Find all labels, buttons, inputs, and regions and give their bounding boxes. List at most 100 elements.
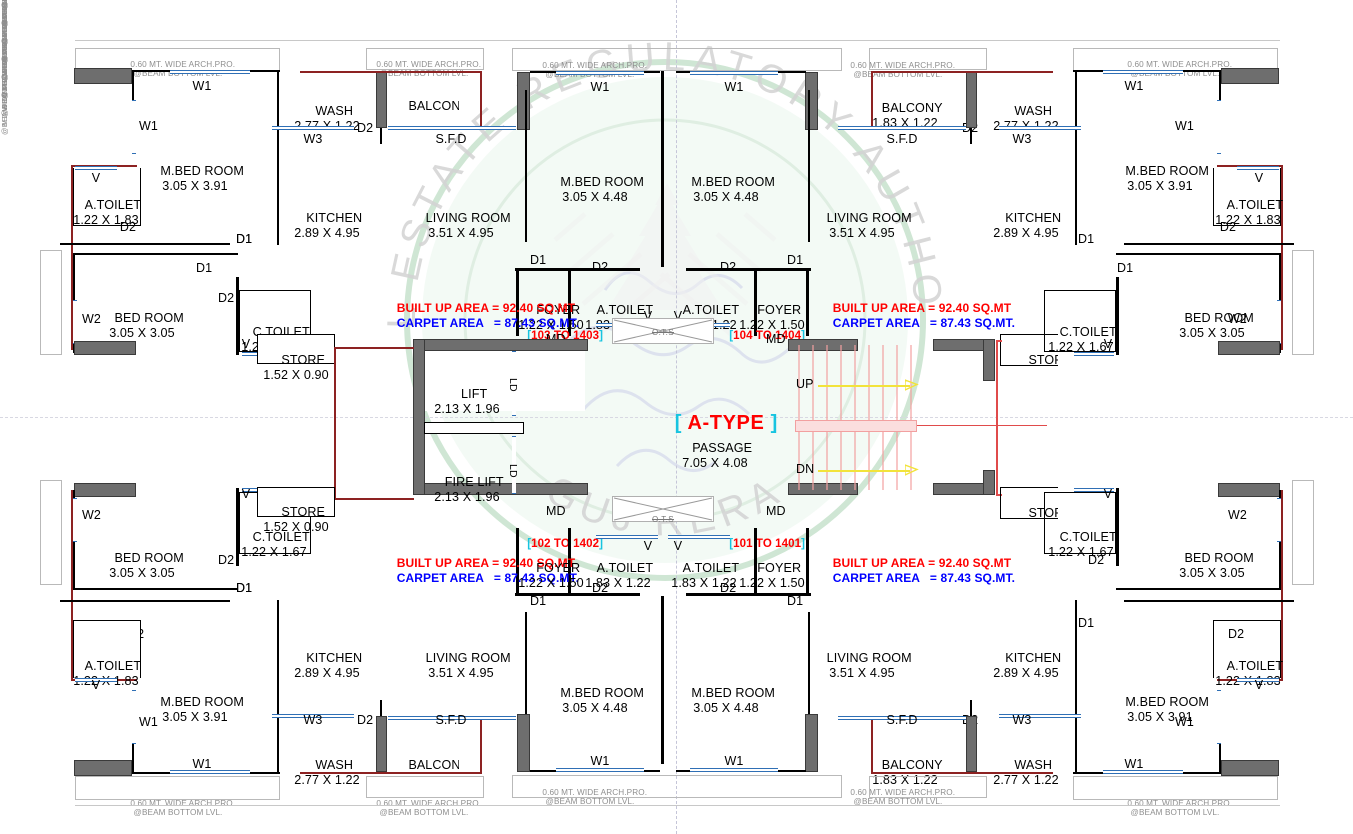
wall-foyer-tc-left-v (516, 268, 519, 336)
vent-tl (75, 166, 117, 170)
window-w1-bc-left (556, 768, 644, 772)
arch-note-bl: 0.60 MT. WIDE ARCH.PRO. @BEAM BOTTOM LVL. (130, 798, 236, 818)
column-tc-left (517, 72, 530, 130)
column-bl-1 (74, 760, 132, 776)
column-br-1 (1221, 760, 1279, 776)
label-w1-bl-bottom: W1 (192, 757, 212, 771)
room-c-toilet-tr: C.TOILET 1.22 X 1.67 (1048, 325, 1117, 354)
wall-bl-mbed-top (60, 600, 230, 602)
label-d2-wash-bl: D2 (357, 713, 374, 727)
room-living-br: LIVING ROOM 3.51 X 4.95 (826, 651, 912, 680)
room-m-bed-bc-left: M.BED ROOM 3.05 X 4.48 (560, 686, 644, 715)
room-m-bed-tc-left: M.BED ROOM 3.05 X 4.48 (560, 175, 644, 204)
column-tr-1 (1221, 68, 1279, 84)
wall-foyer-bc-right-v (806, 528, 809, 596)
lift-shaft (425, 351, 585, 411)
carpet-area-bl: CARPET AREA = 87.43 SQ.MT. (396, 570, 580, 585)
room-m-bed-bl: M.BED ROOM 3.05 X 3.91 (160, 695, 244, 724)
redline-store-tr-link (996, 340, 1002, 342)
room-kitchen-bl: KITCHEN 2.89 X 4.95 (294, 651, 363, 680)
label-stair-dn: DN (796, 462, 815, 476)
room-foyer-bc-left: FOYER 1.22 X 1.50 (518, 561, 584, 590)
column-balcony-bl (376, 716, 387, 772)
room-m-bed-tc-right: M.BED ROOM 3.05 X 4.48 (691, 175, 775, 204)
label-d2-ctoilet-tl: D2 (218, 291, 235, 305)
stair-dn-arrow-head (905, 464, 919, 476)
arch-projection-bal-bl (366, 776, 484, 798)
arch-note-tl: 0.60 MT. WIDE ARCH.PRO.@BEAM BOTTOM LVL. (130, 59, 236, 79)
label-w2-bl: W2 (82, 508, 101, 522)
label-d2-ctoilet-br: D2 (1088, 553, 1105, 567)
wall-balcony-tl-stub (380, 128, 382, 144)
arch-projection-tc (512, 48, 842, 71)
window-w2-bl (73, 498, 77, 542)
arch-projection-left-lower (40, 480, 62, 585)
core-wall-left (413, 339, 425, 495)
c-toilet-br (1044, 492, 1116, 554)
wall-atoilet-tc-left-v (568, 268, 571, 336)
label-vent-bc-left: V (643, 539, 653, 553)
arch-note-bc: 0.60 MT. WIDE ARCH.PRO. @BEAM BOTTOM LVL. (542, 787, 648, 807)
label-vent-tr: V (1254, 171, 1264, 185)
stair-wall-right-2 (983, 470, 995, 495)
window-w2-tr (1277, 300, 1281, 344)
arch-note-vert-br2: @BEAM BOTTOM LVL. (0, 52, 9, 135)
wall-foyer-tc-right-v (806, 268, 809, 336)
arch-note-br: 0.60 MT. WIDE ARCH.PRO. @BEAM BOTTOM LVL. (1127, 798, 1233, 818)
arch-projection-bal-tl (366, 48, 484, 70)
redoutline-balcony-tr-h (871, 71, 1053, 73)
label-vent-tc-left: V (643, 309, 653, 323)
label-md-tc-right: MD (766, 332, 786, 346)
label-d2-tc-left: D2 (592, 260, 609, 274)
label-vent-tc-right: V (673, 309, 683, 323)
wall-balcony-bl-stub (380, 700, 382, 716)
room-lift: LIFT 2.13 X 1.96 (434, 387, 500, 416)
label-d2-tc-right: D2 (720, 260, 737, 274)
wall-foyer-tc-left (515, 268, 640, 271)
arch-note-bc2: 0.60 MT. WIDE ARCH.PRO. @BEAM BOTTOM LVL. (850, 787, 956, 807)
label-vent-tl: V (91, 171, 101, 185)
label-w1-bc-right: W1 (724, 754, 744, 768)
redline-store-br-link (996, 494, 1002, 496)
label-ld-lower: LD (507, 464, 519, 478)
window-w1-bl-bottom (170, 770, 250, 774)
column-tl-1 (74, 68, 132, 84)
label-d1-bedroom-br: D1 (1078, 616, 1095, 630)
wall-br-mbed-top (1124, 600, 1294, 602)
center-axis-horizontal (0, 417, 1353, 418)
label-ots-bottom: O.T.S (651, 515, 675, 524)
redline-bl-v (71, 490, 73, 680)
stair-landing-line (917, 425, 1047, 426)
room-foyer-bc-right: FOYER 1.22 X 1.50 (739, 561, 805, 590)
wall-bc-center (661, 596, 664, 764)
vent-br (1237, 678, 1279, 682)
label-vent-bc-right: V (673, 539, 683, 553)
label-w1-bl-left: W1 (139, 715, 158, 729)
room-wash-br: WASH 2.77 X 1.22 (993, 758, 1059, 787)
label-w1-tl-top: W1 (192, 79, 212, 93)
label-d2-tr: D2 (1219, 220, 1237, 234)
window-w1-tl-top (170, 70, 250, 74)
label-w2-tl: W2 (82, 312, 101, 326)
unit-range-101: [101 TO 1401] (729, 537, 806, 550)
room-m-bed-br: M.BED ROOM 3.05 X 3.91 (1125, 695, 1209, 724)
room-living-bl: LIVING ROOM 3.51 X 4.95 (425, 651, 511, 680)
arch-projection-bal-tr (869, 48, 987, 70)
wall-bl-mbed-right (277, 600, 279, 772)
wall-br-mbed-left (1075, 600, 1077, 772)
wall-foyer-tc-right (686, 268, 811, 271)
label-d1-bedroom-tl: D1 (196, 261, 213, 275)
label-d1-bedroom-bl: D1 (236, 581, 253, 595)
c-toilet-tr (1044, 290, 1116, 352)
room-wash-bl: WASH 2.77 X 1.22 (294, 758, 360, 787)
room-bed-br: BED ROOM 3.05 X 3.05 (1179, 551, 1254, 580)
room-m-bed-bc-right: M.BED ROOM 3.05 X 4.48 (691, 686, 775, 715)
room-a-toilet-tl: A.TOILET 1.22 X 1.83 (73, 198, 142, 227)
carpet-area-br: CARPET AREA = 87.43 SQ.MT. (832, 570, 1016, 585)
label-d1-tr: D1 (1078, 232, 1095, 246)
store-tl (257, 334, 335, 364)
label-sfd-bl: S.F.D (435, 713, 467, 727)
room-a-toilet-tr: A.TOILET 1.22 X 1.83 (1215, 198, 1284, 227)
